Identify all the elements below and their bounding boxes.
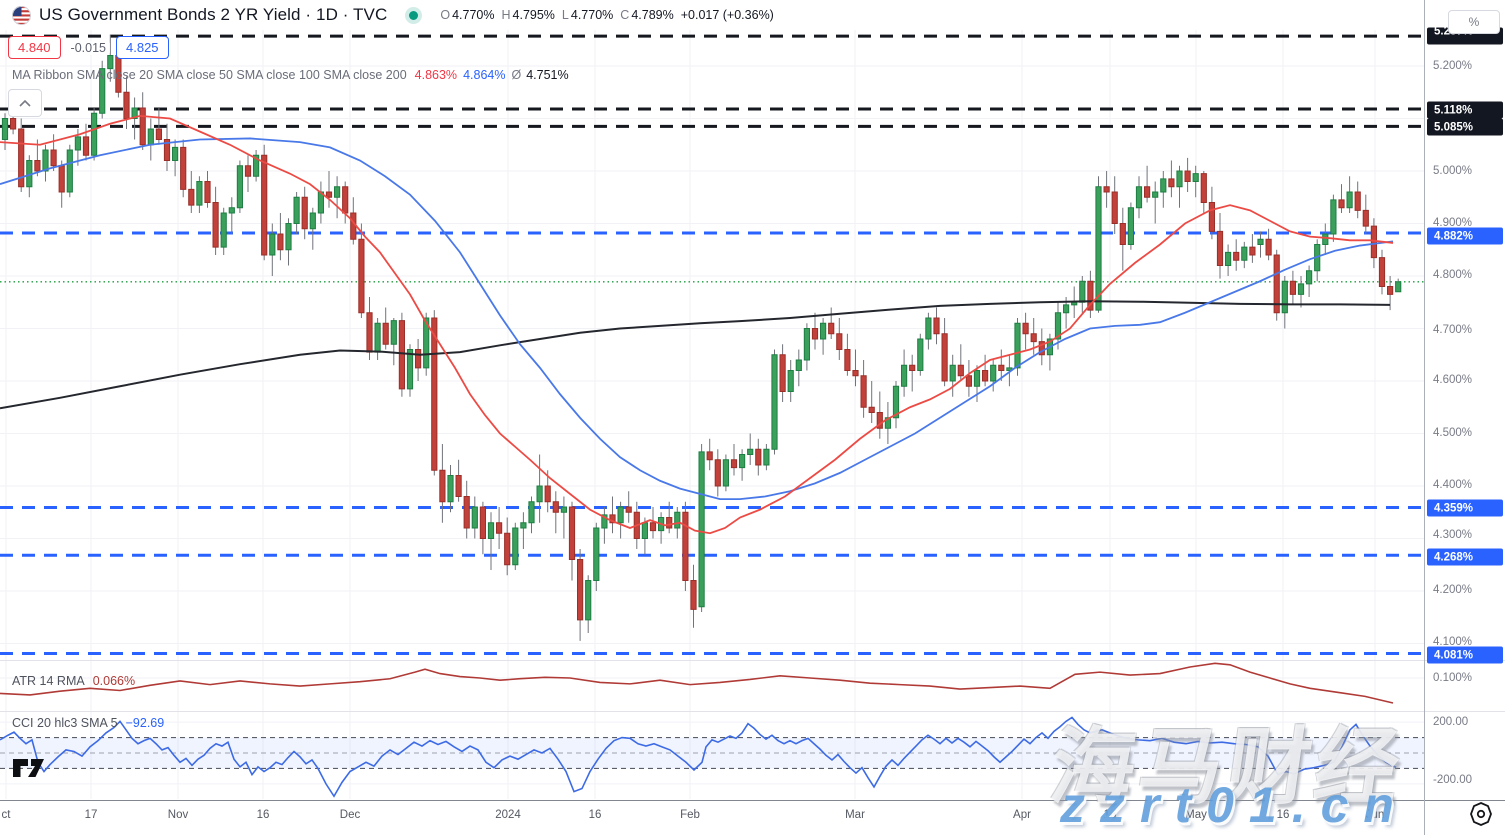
- time-axis[interactable]: ct 17 Nov 16 Dec 2024 16 Feb Mar Apr 16 May 16 Jun: [0, 800, 1424, 835]
- ohlc-values: O 4.770% H 4.795% L 4.770% C 4.789% +0.0…: [440, 8, 774, 22]
- cci-value: −92.69: [125, 716, 165, 730]
- y-axis-label: 4.600%: [1433, 374, 1473, 386]
- x-axis-tick: 16: [256, 809, 270, 821]
- upper-level-pill[interactable]: 4.840: [8, 36, 61, 59]
- ma-ribbon-legend: MA Ribbon SMA close 20 SMA close 50 SMA …: [12, 68, 569, 82]
- ma-mid-value: 4.864%: [463, 68, 506, 82]
- x-axis-tick: Jun: [1365, 809, 1385, 821]
- gear-icon[interactable]: [1468, 801, 1494, 832]
- y-axis-label: 4.400%: [1433, 479, 1473, 491]
- price-level-row: 4.840 -0.015 4.825: [8, 36, 169, 59]
- y-axis-label: 200.00: [1433, 716, 1469, 728]
- open-value: 4.770%: [452, 8, 495, 22]
- chevron-up-icon: [19, 99, 31, 107]
- x-axis-tick: Mar: [845, 809, 865, 821]
- price-badge: 4.081%: [1427, 646, 1503, 664]
- x-axis-tick: Apr: [1013, 809, 1031, 821]
- high-label: H: [501, 8, 511, 22]
- y-axis-label: 4.200%: [1433, 584, 1473, 596]
- cci-legend: CCI 20 hlc3 SMA 5 −92.69: [12, 716, 164, 730]
- price-badge: 5.085%: [1427, 118, 1503, 136]
- x-axis-tick: Feb: [680, 809, 700, 821]
- ma-slow-value: 4.751%: [526, 68, 569, 82]
- percent-scale-button[interactable]: %: [1448, 10, 1500, 34]
- close-label: C: [620, 8, 630, 22]
- x-axis-tick: May: [1185, 809, 1207, 821]
- y-axis-label: 0.100%: [1433, 672, 1473, 684]
- y-axis-label: 4.800%: [1433, 269, 1473, 281]
- cci-label[interactable]: CCI 20 hlc3 SMA 5: [12, 716, 118, 730]
- x-axis-tick: 16: [1276, 809, 1290, 821]
- lower-level-pill[interactable]: 4.825: [116, 36, 169, 59]
- symbol-title[interactable]: US Government Bonds 2 YR Yield · 1D · TV…: [39, 5, 388, 24]
- change-value: +0.017 (+0.36%): [680, 8, 774, 22]
- x-axis-tick: 17: [84, 809, 98, 821]
- level-spread-value: -0.015: [66, 40, 110, 55]
- ma-fast-value: 4.863%: [414, 68, 458, 82]
- y-axis-label: -200.00: [1433, 774, 1473, 786]
- ma-ribbon-label[interactable]: MA Ribbon SMA close 20 SMA close 50 SMA …: [12, 68, 407, 82]
- x-axis-tick: 2024: [495, 809, 521, 821]
- symbol-header: US Government Bonds 2 YR Yield · 1D · TV…: [12, 5, 774, 25]
- x-axis-tick: 16: [1103, 809, 1117, 821]
- price-badge: 5.118%: [1427, 101, 1503, 119]
- low-label: L: [561, 8, 569, 22]
- price-badge: 4.359%: [1427, 499, 1503, 517]
- atr-label[interactable]: ATR 14 RMA: [12, 674, 85, 688]
- high-value: 4.795%: [512, 8, 555, 22]
- y-axis-label: 5.000%: [1433, 165, 1473, 177]
- us-flag-icon: [12, 5, 31, 25]
- low-value: 4.770%: [570, 8, 614, 22]
- y-axis-label: 4.100%: [1433, 636, 1473, 648]
- y-axis-label: 5.200%: [1433, 60, 1473, 72]
- close-value: 4.789%: [631, 8, 674, 22]
- y-axis-label: 4.500%: [1433, 427, 1473, 439]
- atr-legend: ATR 14 RMA 0.066%: [12, 674, 135, 688]
- price-badge: 4.882%: [1427, 227, 1503, 245]
- tradingview-logo[interactable]: [12, 755, 50, 786]
- x-axis-tick: Nov: [167, 809, 189, 821]
- maximize-pane-button[interactable]: [8, 89, 42, 117]
- x-axis-tick: 16: [588, 809, 602, 821]
- market-status-icon[interactable]: [409, 10, 419, 20]
- price-axis[interactable]: 5.200% 5.000% 4.900% 4.800% 4.700% 4.600% 4.50…: [1424, 0, 1505, 835]
- y-axis-label: 4.700%: [1433, 324, 1473, 336]
- y-axis-label: 4.300%: [1433, 529, 1473, 541]
- atr-value: 0.066%: [92, 674, 136, 688]
- y-axis-label: 4.900%: [1433, 217, 1473, 229]
- open-label: O: [440, 8, 451, 22]
- x-axis-tick: ct: [1, 809, 11, 821]
- ma-hidden-symbol: Ø: [511, 68, 522, 82]
- x-axis-tick: Dec: [339, 809, 361, 821]
- watermark-text-url: zzrt01.cn: [1060, 777, 1409, 833]
- price-badge: 4.268%: [1427, 548, 1503, 566]
